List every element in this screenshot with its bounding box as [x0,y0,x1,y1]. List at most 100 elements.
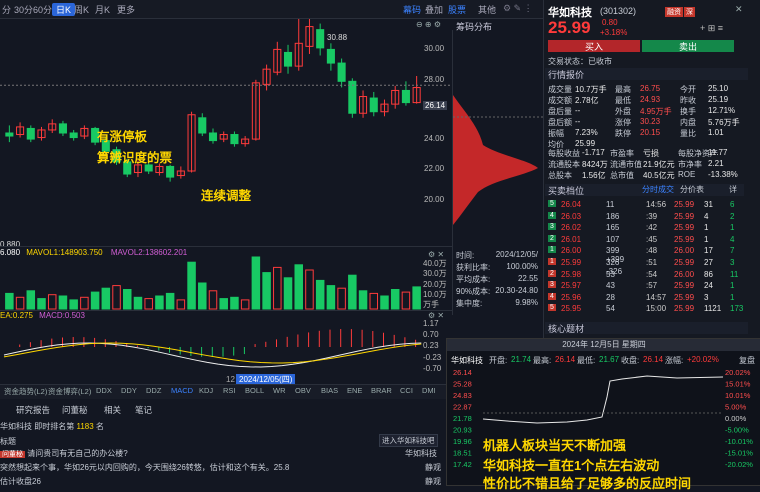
order-level[interactable]: 2 26.01 107 [548,234,636,246]
sell-button[interactable]: 卖出 [642,40,734,52]
left-tick: 19.96 [453,437,472,446]
post-text: 请问贵司有无自己的办公楼? [27,449,128,458]
indicator-boll[interactable]: BOLL [245,386,265,395]
tab-tick-trades[interactable]: 分时成交 [642,185,674,194]
stock-name: 华如科技 [548,7,592,19]
tick-t: :51 [646,258,658,267]
order-level[interactable]: 1 26.00 399 +399 [548,246,636,264]
order-level[interactable]: 1 25.99 326 -326 [548,258,636,276]
indicator-kdj[interactable]: KDJ [199,386,214,395]
indicator-ddx[interactable]: DDX [96,386,112,395]
kline-chart[interactable] [0,12,452,245]
order-level[interactable]: 5 25.95 54 [548,304,636,315]
order-level[interactable]: 2 25.98 53 [548,269,636,281]
overlay-button[interactable]: 叠加 [425,5,444,15]
indicator-obv[interactable]: OBV [295,386,311,395]
indicator-zjqs[interactable]: 资金趋势(L2) [4,387,48,396]
period-week[interactable]: 周K [74,5,90,15]
volume-controls-icons[interactable]: ⚙ ✕ [428,250,445,259]
tab-research[interactable]: 研究报告 [16,405,51,415]
chip-distribution [452,30,543,245]
popup-resume[interactable]: 复盘 [739,356,755,365]
post-row[interactable]: 问董秘 请问贵司有无自己的办公楼? 华如科技 [0,448,445,459]
price-tick: 30.00 [424,44,445,53]
indicator-cci[interactable]: CCI [400,386,413,395]
order-level[interactable]: 4 25.96 28 [548,292,636,304]
volume-bar [219,298,228,310]
vol-tick: 10.0万 [423,290,447,299]
indicator-ene[interactable]: ENE [347,386,363,395]
indicator-dmi[interactable]: DMI [422,386,436,395]
post-row[interactable]: 估计收盘26 静观 [0,476,445,487]
tools-icons[interactable]: ⚙ ✎ ⋮ [503,3,533,13]
intraday-svg: 26.14 25.28 24.83 22.87 21.78 20.93 19.96 18.51… [453,368,753,469]
indicator-macd[interactable]: MACD [171,386,194,395]
intraday-line [482,375,724,424]
macd-controls-icons[interactable]: ⚙ ✕ [428,311,445,320]
volume-bar [69,299,78,310]
stock-button[interactable]: 股票 [448,5,467,15]
tick-row: :48 26.00 17 7 [642,246,742,257]
more-menu[interactable]: 更多 [117,5,136,15]
volume-bar [294,264,303,310]
indicator-rsi[interactable]: RSI [223,386,236,395]
period-30min[interactable]: 30分 [14,5,34,15]
volume-bar [348,274,357,310]
period-month[interactable]: 月K [95,5,111,15]
level-volume: 28 [606,292,615,302]
indicator-bar [0,384,452,399]
order-level[interactable]: 3 25.97 43 [548,281,636,292]
order-level[interactable]: 3 26.02 165 [548,223,636,234]
level-volume: 107 [606,234,620,244]
quote-section-title: 行情报价 [545,68,748,80]
tab-ask-secretary[interactable]: 问董秘 [62,405,88,415]
tab-related[interactable]: 相关 [104,405,122,415]
level-index: 5 [548,304,556,312]
candle-body [58,123,67,134]
indicator-ddy[interactable]: DDY [121,386,137,395]
post-row[interactable]: 突然想起来个事，华如26元以内回购的，今天围绕26转悠，估计和这个有关。25.8… [0,462,445,473]
candle-body [412,87,421,104]
period-day[interactable]: 日K [52,3,76,16]
tick-c: 1 [730,223,735,233]
level-price: 25.96 [561,292,582,302]
stock-pct: +3.18% [600,28,628,37]
macd-legend: EA:0.275 MACD:0.503 [0,311,85,320]
period-1min[interactable]: 分 [2,5,12,15]
tick-v: 1 [704,234,709,244]
core-theme-title: 核心题材 [545,322,748,334]
enter-forum-button[interactable]: 进入华如科技吧 [379,434,438,447]
quote-label: 换手 [680,107,696,116]
fin-value: 40.5亿元 [643,171,675,180]
buy-button[interactable]: 买入 [548,40,640,52]
candle-body [101,140,110,152]
tab-price-table[interactable]: 分价表 [680,185,704,194]
rank-line: 华如科技 即时排名第 1183 名 [0,421,104,432]
tick-v: 3 [704,292,709,302]
chips-button[interactable]: 幕码 [403,5,422,15]
chart-controls-icons[interactable]: ⊖ ⊕ ⚙ [416,20,442,29]
indicator-brar[interactable]: BRAR [371,386,392,395]
indicator-ddz[interactable]: DDZ [146,386,162,395]
popup-chg: +20.02% [687,355,719,364]
chip-info-panel: 时间: 2024/12/05/ 获利比率: 100.00% 平均成本: 22.55 9… [452,245,543,315]
quote-label: 量比 [680,129,696,138]
volume-bar [262,272,271,310]
order-level[interactable]: 5 26.04 11 [548,200,636,211]
indicator-bias[interactable]: BIAS [321,386,339,395]
quote-value: 12.71% [708,106,736,115]
indicator-wr[interactable]: WR [273,386,286,395]
tab-notes[interactable]: 笔记 [135,405,153,415]
candle-body [391,89,400,105]
fin-value: -13.38% [708,170,738,179]
tab-detail[interactable]: 详 [729,185,737,194]
tick-v: 31 [704,200,713,209]
action-icons[interactable]: + ⊞ ≡ [700,23,724,33]
indicator-zjby[interactable]: 资金博弈(L2) [48,387,92,396]
order-level[interactable]: 4 26.03 186 [548,211,636,223]
level-price: 25.97 [561,281,582,291]
candle-body [69,132,78,139]
period-60min[interactable]: 60分 [33,5,53,15]
other-button[interactable]: 其他 [478,5,497,15]
close-icon[interactable]: ✕ [735,4,743,14]
